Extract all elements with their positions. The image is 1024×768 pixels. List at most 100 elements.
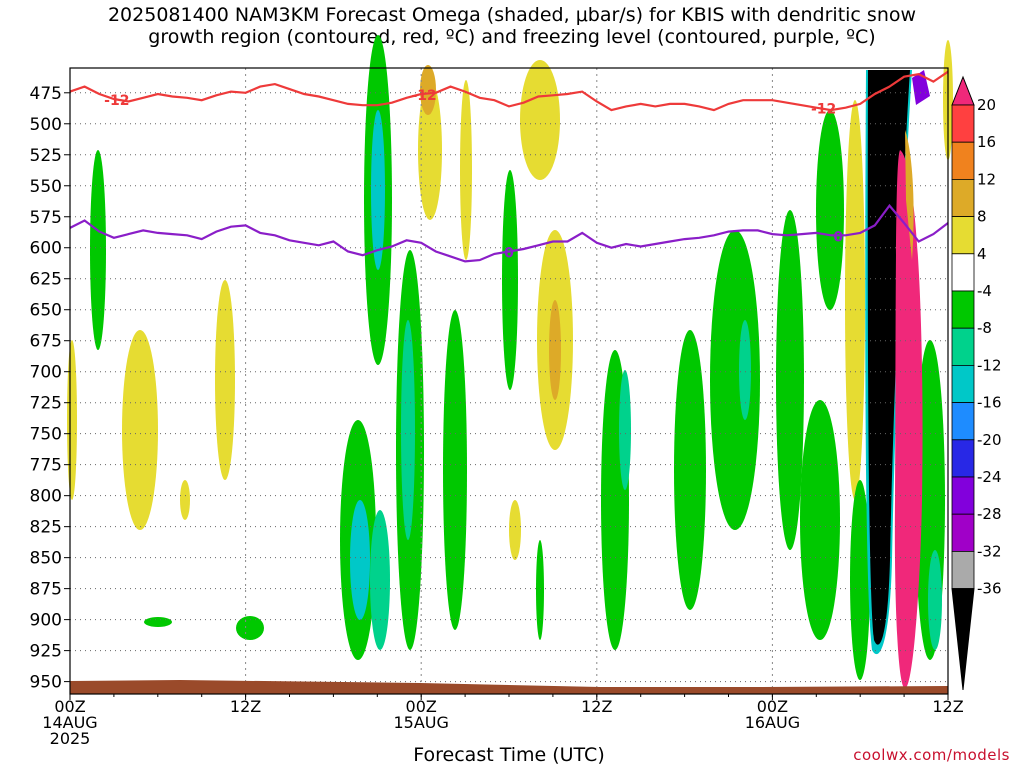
x-tick-label: 12Z [230, 697, 261, 716]
y-tick-label: 550 [30, 177, 62, 197]
colorbar-bin [951, 364, 975, 403]
y-tick-label: 700 [30, 363, 62, 383]
y-tick-label: 775 [30, 456, 62, 476]
omega-shade-region [370, 510, 390, 650]
omega-shade-region [401, 320, 415, 540]
y-tick-label: 900 [30, 611, 62, 631]
y-tick-label: 525 [30, 146, 62, 166]
contour-label: -12 [104, 93, 129, 109]
omega-shade-region [144, 617, 172, 627]
omega-shade-region [894, 150, 923, 689]
omega-shade-region [215, 280, 235, 480]
colorbar-label: 8 [977, 208, 987, 226]
omega-shade-region [536, 540, 544, 640]
chart-title-line-1: 2025081400 NAM3KM Forecast Omega (shaded… [107, 4, 917, 26]
colorbar-bin [951, 402, 975, 441]
colorbar-bin [951, 290, 975, 329]
x-tick-label: 16AUG [745, 713, 800, 732]
omega-shade-region [845, 100, 865, 500]
omega-shade-region [418, 80, 442, 220]
x-tick-label: 14AUG [42, 713, 97, 732]
contour-line-0 [69, 203, 949, 263]
y-tick-label: 725 [30, 394, 62, 414]
y-tick-label: 875 [30, 580, 62, 600]
omega-shade-region [443, 310, 467, 630]
colorbar-bin [951, 216, 975, 255]
colorbar-bin [951, 327, 975, 366]
omega-shade-region [122, 330, 158, 530]
colorbar-bin [951, 178, 975, 217]
omega-shade-region [236, 616, 264, 640]
omega-shade-region [816, 110, 844, 310]
colorbar-label: -24 [977, 468, 1002, 486]
colorbar-bin [951, 551, 975, 590]
y-tick-label: 925 [30, 642, 62, 662]
x-tick-label: 00Z [406, 697, 437, 716]
omega-shade-region [710, 230, 760, 530]
omega-shade-region [420, 65, 436, 115]
y-tick-label: 950 [30, 673, 62, 693]
contour-label: 0 [833, 229, 843, 245]
colorbar-bin [951, 588, 975, 691]
colorbar-bin [951, 141, 975, 180]
colorbar-label: -12 [977, 356, 1002, 374]
colorbar-bin [951, 75, 975, 106]
ground-layer [70, 680, 948, 694]
omega-shade-region [928, 550, 942, 650]
x-tick-label: 12Z [581, 697, 612, 716]
chart-title-line-2: growth region (contoured, red, ºC) and f… [148, 26, 876, 48]
omega-shade-region [371, 110, 385, 270]
y-tick-label: 675 [30, 332, 62, 352]
contour-label: -12 [411, 88, 436, 104]
x-tick-label: 00Z [54, 697, 85, 716]
contour-line--12 [69, 70, 949, 112]
contour-label: 0 [504, 245, 514, 261]
colorbar-label: -32 [977, 542, 1002, 560]
omega-shade-region [460, 80, 472, 260]
colorbar-label: 12 [977, 170, 996, 188]
omega-shade-region [67, 340, 77, 500]
colorbar-label: 4 [977, 245, 987, 263]
source-credit: coolwx.com/models [853, 746, 1010, 764]
colorbar-label: -20 [977, 431, 1002, 449]
omega-shade-region [850, 480, 870, 680]
x-tick-label: 15AUG [393, 713, 448, 732]
terrain-fill [70, 680, 948, 694]
omega-shade-region [502, 170, 518, 390]
y-tick-label: 625 [30, 270, 62, 290]
colorbar-bin [951, 253, 975, 292]
colorbar-bin [951, 476, 975, 515]
y-tick-label: 750 [30, 425, 62, 445]
x-tick-label: 2025 [50, 729, 91, 748]
y-tick-label: 475 [30, 84, 62, 104]
omega-shade-region [90, 150, 106, 350]
omega-shade-region [674, 330, 706, 610]
y-tick-label: 600 [30, 239, 62, 259]
omega-shade-region [905, 130, 914, 260]
omega-shade-region [350, 500, 370, 620]
omega-shade-region [619, 370, 631, 490]
colorbar: 20 16 12 8 4 -4 -8 -12 -16 -20 -24 -28 -32 -36 [951, 75, 1002, 691]
y-tick-label: 800 [30, 487, 62, 507]
axes-layer: 475 500 525 550 575 600 625 650 675 700 725 750 775 8… [30, 67, 964, 748]
chart-title: 2025081400 NAM3KM Forecast Omega (shaded… [0, 4, 1024, 48]
colorbar-label: -8 [977, 319, 992, 337]
colorbar-label: -4 [977, 282, 992, 300]
y-tick-label: 575 [30, 208, 62, 228]
contour-label: -12 [811, 102, 836, 118]
y-tick-label: 650 [30, 301, 62, 321]
colorbar-label: 16 [977, 133, 996, 151]
colorbar-bin [951, 439, 975, 478]
omega-shade-region [776, 210, 804, 550]
omega-shading-layer [67, 35, 953, 689]
omega-shade-region [180, 480, 190, 520]
colorbar-label: -36 [977, 580, 1002, 598]
omega-shade-region [520, 60, 560, 180]
omega-shade-region [739, 320, 751, 420]
y-tick-label: 850 [30, 549, 62, 569]
x-tick-label: 00Z [757, 697, 788, 716]
contour-layer: -12 -12 -12 0 0 [69, 70, 949, 263]
x-tick-label: 12Z [932, 697, 963, 716]
omega-shade-region [549, 300, 561, 400]
omega-shade-region [800, 400, 840, 640]
